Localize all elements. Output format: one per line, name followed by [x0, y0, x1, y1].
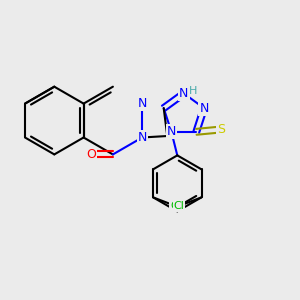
Text: O: O [86, 148, 96, 161]
Text: N: N [199, 102, 209, 115]
Text: N: N [179, 87, 188, 100]
Text: S: S [217, 123, 225, 136]
Text: H: H [188, 85, 197, 95]
Text: Cl: Cl [173, 201, 184, 211]
Text: N: N [137, 131, 147, 144]
Text: Cl: Cl [170, 201, 181, 211]
Text: N: N [137, 97, 147, 110]
Text: N: N [167, 125, 176, 138]
